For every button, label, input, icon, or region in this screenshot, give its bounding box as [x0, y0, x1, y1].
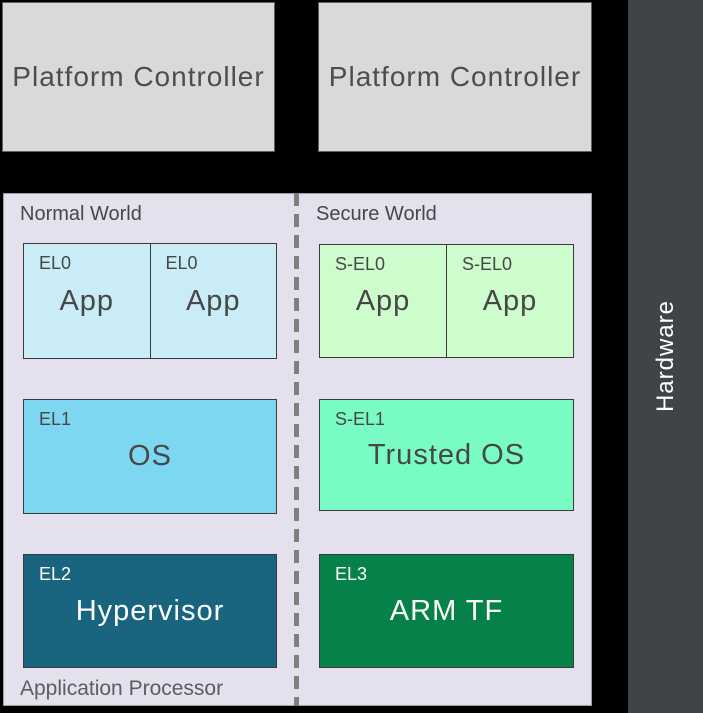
normal-world-label: Normal World — [20, 203, 142, 225]
secure-el0-app-1: S-EL0 App — [320, 245, 446, 357]
secure-el3-armtf-label: ARM TF — [389, 594, 504, 627]
normal-el0-apps-row: EL0 App EL0 App — [23, 243, 277, 359]
normal-el1-level-label: EL1 — [39, 409, 72, 429]
secure-el3-armtf-box: EL3 ARM TF — [319, 554, 574, 668]
secure-el0-app-label-1: App — [355, 284, 411, 317]
secure-el3-level-label: EL3 — [335, 564, 368, 584]
normal-el0-level-label-2: EL0 — [165, 253, 198, 273]
world-divider-dashed-line — [294, 193, 299, 706]
secure-world-label: Secure World — [316, 203, 437, 225]
normal-el2-hypervisor-box: EL2 Hypervisor — [23, 554, 277, 668]
hardware-bar: Hardware — [628, 0, 703, 713]
normal-el0-level-label-1: EL0 — [39, 253, 72, 273]
normal-el2-hypervisor-label: Hypervisor — [75, 594, 225, 627]
application-processor-panel: Normal World Secure World EL0 App EL0 Ap… — [3, 193, 592, 706]
secure-el1-trusted-os-label: Trusted OS — [367, 438, 526, 471]
platform-controller-box-2: Platform Controller — [318, 2, 592, 152]
application-processor-label: Application Processor — [20, 677, 224, 700]
hardware-label: Hardware — [651, 300, 679, 413]
secure-el0-app-2: S-EL0 App — [446, 245, 573, 357]
platform-controller-label-1: Platform Controller — [12, 61, 265, 92]
normal-el0-app-1: EL0 App — [24, 244, 150, 358]
normal-el0-app-2: EL0 App — [149, 244, 277, 358]
secure-el0-level-label-2: S-EL0 — [462, 254, 513, 274]
platform-controller-box-1: Platform Controller — [2, 2, 275, 152]
secure-el1-level-label: S-EL1 — [335, 409, 386, 429]
secure-el0-app-label-2: App — [482, 284, 538, 317]
normal-el2-level-label: EL2 — [39, 564, 72, 584]
secure-el0-apps-row: S-EL0 App S-EL0 App — [319, 244, 574, 358]
normal-el0-app-label-2: App — [185, 284, 241, 317]
normal-el1-os-box: EL1 OS — [23, 399, 277, 514]
normal-el1-os-label: OS — [128, 440, 172, 472]
normal-el0-app-label-1: App — [59, 284, 115, 317]
secure-el0-level-label-1: S-EL0 — [335, 254, 386, 274]
secure-el1-trusted-os-box: S-EL1 Trusted OS — [319, 399, 574, 511]
platform-controller-label-2: Platform Controller — [328, 61, 582, 92]
